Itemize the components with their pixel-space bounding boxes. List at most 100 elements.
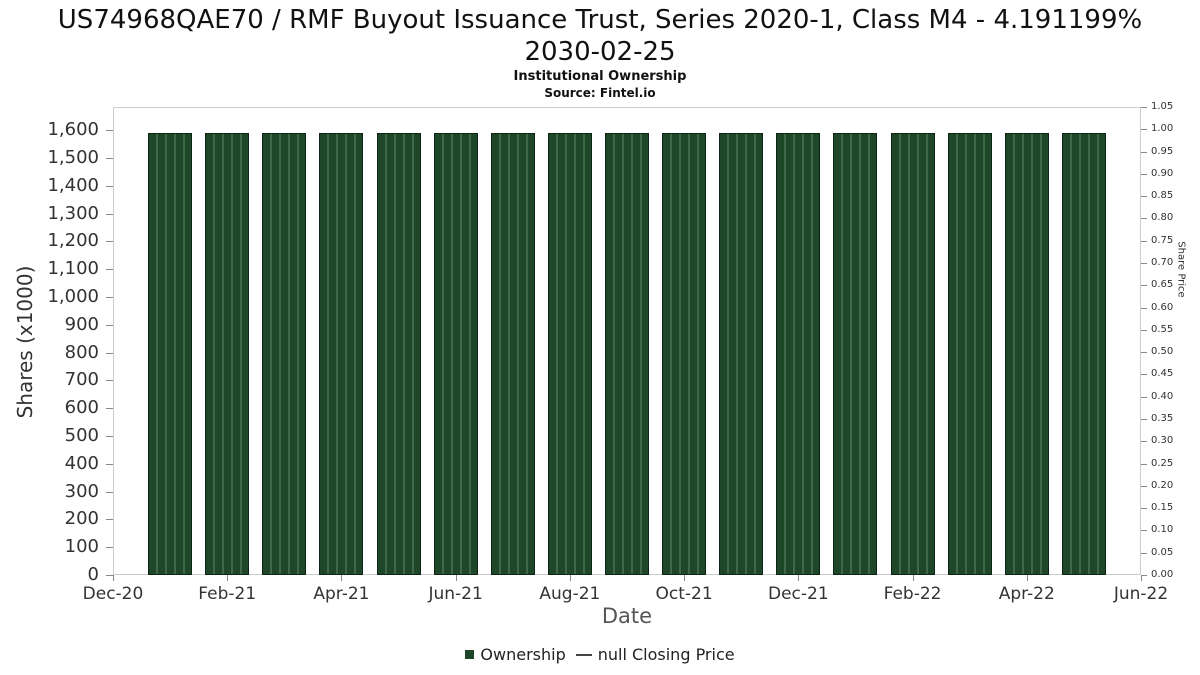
- y-tick-label-right: 1.00: [1151, 123, 1174, 135]
- y-tick-right: [1141, 419, 1147, 420]
- x-tick-label: Apr-21: [313, 584, 370, 604]
- x-tick-label: Feb-22: [883, 584, 942, 604]
- ownership-bar: [205, 132, 250, 575]
- ownership-bar: [662, 132, 707, 575]
- y-tick-right: [1141, 396, 1147, 398]
- x-tick-label: Jun-22: [1113, 584, 1169, 604]
- y-tick-left: [106, 435, 113, 437]
- y-tick-right: [1141, 352, 1147, 354]
- y-tick-label-left: 1,600: [47, 119, 99, 141]
- y-tick-label-right: 0.20: [1151, 479, 1174, 491]
- x-tick: [1141, 575, 1142, 581]
- y-tick-label-left: 800: [64, 341, 99, 363]
- y-tick-left: [106, 519, 113, 521]
- y-tick-label-left: 0: [87, 564, 99, 585]
- y-tick-label-right: 0.50: [1151, 346, 1174, 358]
- y-tick-label-right: 0.90: [1151, 167, 1174, 179]
- y-tick-right: [1141, 374, 1147, 376]
- y-tick-label-right: 0.55: [1151, 323, 1174, 335]
- y-tick-right: [1141, 508, 1147, 510]
- x-tick: [113, 575, 114, 581]
- y-tick-label-right: 0.65: [1151, 279, 1174, 291]
- x-tick-label: Feb-21: [198, 584, 257, 604]
- ownership-bar: [605, 132, 649, 575]
- ownership-bar: [776, 132, 821, 575]
- y-tick-left: [106, 491, 113, 493]
- ownership-bar: [1061, 132, 1106, 575]
- legend-label-ownership: Ownership: [480, 645, 566, 664]
- ownership-bar: [148, 132, 193, 575]
- y-tick-label-right: 0.15: [1151, 502, 1174, 514]
- x-tick-label: Jun-21: [428, 584, 483, 604]
- legend-label-closing-price: null Closing Price: [597, 645, 735, 664]
- y-tick-right: [1141, 552, 1147, 554]
- y-tick-label-left: 300: [64, 480, 99, 502]
- y-tick-left: [106, 575, 113, 576]
- ownership-bar: [890, 132, 935, 575]
- y-tick-left: [106, 213, 113, 215]
- y-tick-label-left: 100: [64, 536, 99, 558]
- y-tick-label-right: 0.25: [1151, 457, 1174, 469]
- x-tick: [569, 575, 571, 581]
- closing-price-line-icon: [575, 653, 592, 656]
- ownership-bar: [433, 132, 478, 575]
- y-tick-right: [1141, 107, 1147, 108]
- x-axis-label: Date: [601, 604, 653, 628]
- y-tick-label-right: 0.95: [1151, 145, 1174, 157]
- y-tick-label-right: 0.40: [1151, 390, 1174, 402]
- y-tick-left: [106, 352, 113, 354]
- y-tick-label-left: 900: [64, 313, 99, 335]
- y-tick-left: [106, 296, 113, 298]
- y-tick-label-right: 0.05: [1151, 546, 1174, 558]
- y-tick-label-right: 0.60: [1151, 301, 1174, 313]
- y-tick-left: [106, 241, 113, 243]
- y-tick-right: [1141, 307, 1147, 309]
- x-tick: [455, 575, 457, 581]
- y-tick-right: [1141, 285, 1147, 287]
- y-tick-label-left: 400: [64, 452, 99, 474]
- y-tick-label-right: 0.85: [1151, 190, 1174, 202]
- y-tick-label-left: 1,200: [47, 230, 99, 252]
- ownership-bar: [833, 132, 878, 575]
- y-tick-label-left: 500: [64, 424, 99, 446]
- y-tick-left: [106, 463, 113, 465]
- y-tick-right: [1141, 263, 1147, 264]
- y-tick-label-left: 1,400: [47, 174, 99, 196]
- y-tick-label-right: 0.80: [1151, 212, 1174, 224]
- y-tick-label-right: 0.00: [1151, 569, 1174, 580]
- legend-item-ownership: Ownership: [465, 645, 566, 664]
- y-tick-label-right: 1.05: [1151, 101, 1174, 112]
- y-tick-label-left: 1,500: [47, 146, 99, 168]
- y-tick-label-right: 0.75: [1151, 234, 1174, 246]
- y-tick-left: [106, 324, 113, 326]
- ownership-bar: [1004, 132, 1049, 575]
- x-tick-label: Dec-21: [767, 584, 829, 604]
- x-tick-label: Apr-22: [998, 584, 1055, 604]
- x-tick: [798, 575, 800, 581]
- y-tick-label-left: 700: [64, 369, 99, 391]
- ownership-bar: [490, 132, 535, 575]
- chart-title-line1: US74968QAE70 / RMF Buyout Issuance Trust…: [57, 5, 1143, 35]
- x-tick: [912, 575, 914, 581]
- x-tick: [1026, 575, 1028, 581]
- y-tick-right: [1141, 575, 1147, 576]
- x-tick-label: Oct-21: [655, 584, 713, 604]
- y-tick-right: [1141, 173, 1147, 175]
- y-tick-left: [106, 547, 113, 549]
- y-tick-right: [1141, 218, 1147, 220]
- ownership-bar: [947, 132, 992, 575]
- y-tick-right: [1141, 240, 1147, 242]
- ownership-bar: [719, 132, 764, 575]
- y-tick-label-right: 0.70: [1151, 257, 1174, 268]
- x-tick-label: Aug-21: [539, 584, 601, 604]
- y-tick-left: [106, 185, 113, 187]
- y-tick-right: [1141, 530, 1147, 532]
- ownership-bar: [547, 132, 592, 575]
- y-tick-label-left: 1,300: [47, 202, 99, 224]
- legend-item-closing-price: null Closing Price: [575, 645, 735, 664]
- y-tick-right: [1141, 196, 1147, 198]
- y-tick-left: [106, 380, 113, 382]
- y-tick-right: [1141, 151, 1147, 153]
- y-tick-label-right: 0.45: [1151, 368, 1174, 380]
